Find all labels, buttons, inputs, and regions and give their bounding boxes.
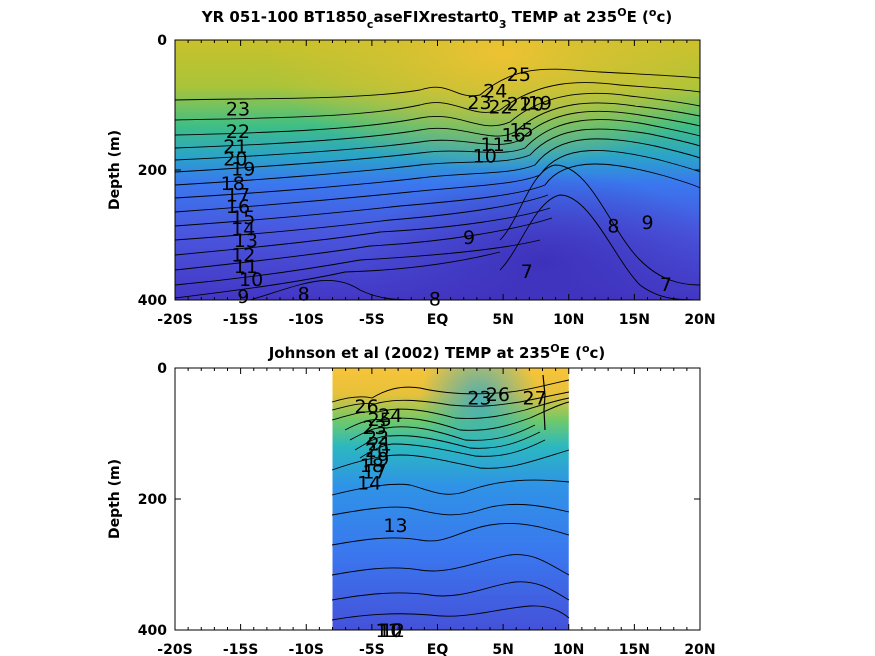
contour-label: 9	[463, 227, 475, 249]
contour-label: 25	[368, 409, 392, 431]
contour-label: 16	[502, 124, 526, 146]
x-tick-label: 15N	[619, 312, 650, 328]
x-tick-label: 10N	[553, 642, 584, 656]
contour-label: 14	[357, 473, 381, 495]
contour-label: 10	[239, 269, 263, 291]
panel-model-isotherms	[175, 68, 700, 300]
contour-label: 22	[488, 96, 512, 118]
contour-label: 20	[520, 94, 544, 116]
x-tick-label: -20S	[157, 312, 192, 328]
x-tick-label: -5S	[359, 312, 385, 328]
contour-label: 8	[298, 284, 310, 306]
contour-label: 23	[226, 98, 250, 120]
contour-label: 18	[221, 173, 245, 195]
panel-obs-title: Johnson et al (2002) TEMP at 235OE (oc)	[268, 342, 606, 362]
contour-label: 21	[507, 94, 531, 116]
contour-label: 26	[486, 384, 510, 406]
x-tick-label: 20N	[684, 642, 715, 656]
contour-label: 16	[226, 196, 250, 218]
panel-model-title: YR 051-100 BT1850caseFIXrestart03 TEMP a…	[201, 6, 672, 31]
contour-label: 23	[467, 92, 491, 114]
contour-label: 27	[523, 387, 547, 409]
contour-label: 13	[383, 515, 407, 537]
contour-label: 22	[365, 427, 389, 449]
x-tick-label: -15S	[223, 642, 258, 656]
contour-label: 20	[365, 440, 389, 462]
x-tick-label: 10N	[553, 312, 584, 328]
panel-model-field	[175, 40, 700, 300]
contour-label: 21	[368, 433, 392, 455]
contour-label: 18	[360, 455, 384, 477]
x-tick-label: 20N	[684, 312, 715, 328]
contour-label: 15	[231, 207, 255, 229]
x-tick-label: 5N	[492, 642, 513, 656]
x-tick-label: -10S	[289, 312, 324, 328]
y-tick-label: 200	[138, 492, 167, 508]
x-tick-label: EQ	[427, 312, 449, 328]
x-tick-label: -5S	[359, 642, 385, 656]
y-tick-label: 200	[138, 163, 167, 179]
contour-label: 12	[381, 620, 405, 642]
panel-obs: Johnson et al (2002) TEMP at 235OE (oc)	[107, 342, 716, 656]
contour-label: 15	[509, 120, 533, 142]
contour-label: 21	[223, 136, 247, 158]
contour-label: 11	[481, 134, 505, 156]
contour-label: 24	[378, 405, 402, 427]
contour-label: 11	[376, 620, 400, 642]
x-tick-label: 15N	[619, 642, 650, 656]
contour-label: 23	[362, 417, 386, 439]
contour-label: 25	[507, 64, 531, 86]
contour-label: 11	[234, 256, 258, 278]
contour-label: 19	[365, 448, 389, 470]
contour-label: 26	[355, 396, 379, 418]
contour-label: 17	[226, 185, 250, 207]
y-tick-label: 0	[157, 361, 167, 377]
contour-label: 12	[231, 245, 255, 267]
contour-label: 7	[521, 261, 533, 283]
contour-label: 17	[362, 461, 386, 483]
y-tick-label: 400	[138, 623, 167, 639]
contour-label: 14	[231, 219, 255, 241]
contour-label: 13	[234, 230, 258, 252]
contour-label: 23	[467, 387, 491, 409]
panel-obs-x-axis: -20S -15S -10S -5S EQ 5N 10N 15N 20N	[157, 368, 716, 656]
panel-obs-y-axis: 0 200 400	[138, 361, 700, 639]
x-tick-label: EQ	[427, 642, 449, 656]
panel-model: YR 051-100 BT1850caseFIXrestart03 TEMP a…	[107, 6, 716, 328]
contour-label: 20	[223, 148, 247, 170]
x-tick-label: 5N	[492, 312, 513, 328]
panel-model-x-axis: -20S -15S -10S -5S EQ 5N 10N 15N 20N	[157, 40, 716, 328]
contour-label: 8	[607, 215, 619, 237]
panel-obs-isotherms	[331, 374, 570, 621]
contour-label: 8	[429, 289, 441, 311]
panel-obs-field	[331, 368, 570, 630]
contour-label: 19	[231, 159, 255, 181]
y-tick-label: 400	[138, 293, 167, 309]
contour-label: 9	[641, 212, 653, 234]
y-tick-label: 0	[157, 33, 167, 49]
contour-label: 24	[483, 81, 507, 103]
x-tick-label: -15S	[223, 312, 258, 328]
contour-label: 19	[528, 92, 552, 114]
panel-model-y-axis: 0 200 400	[138, 33, 700, 309]
x-tick-label: -20S	[157, 642, 192, 656]
panel-obs-ylabel: Depth (m)	[107, 459, 123, 539]
panel-model-ylabel: Depth (m)	[107, 130, 123, 210]
contour-label: 9	[237, 286, 249, 308]
x-tick-label: -10S	[289, 642, 324, 656]
panel-model-contour-labels: 2524232221201923222120191817161514131211…	[221, 64, 672, 311]
contour-label: 7	[660, 274, 672, 296]
contour-label: 10	[473, 146, 497, 168]
contour-label: 22	[226, 121, 250, 143]
contour-label: 10	[378, 620, 402, 642]
